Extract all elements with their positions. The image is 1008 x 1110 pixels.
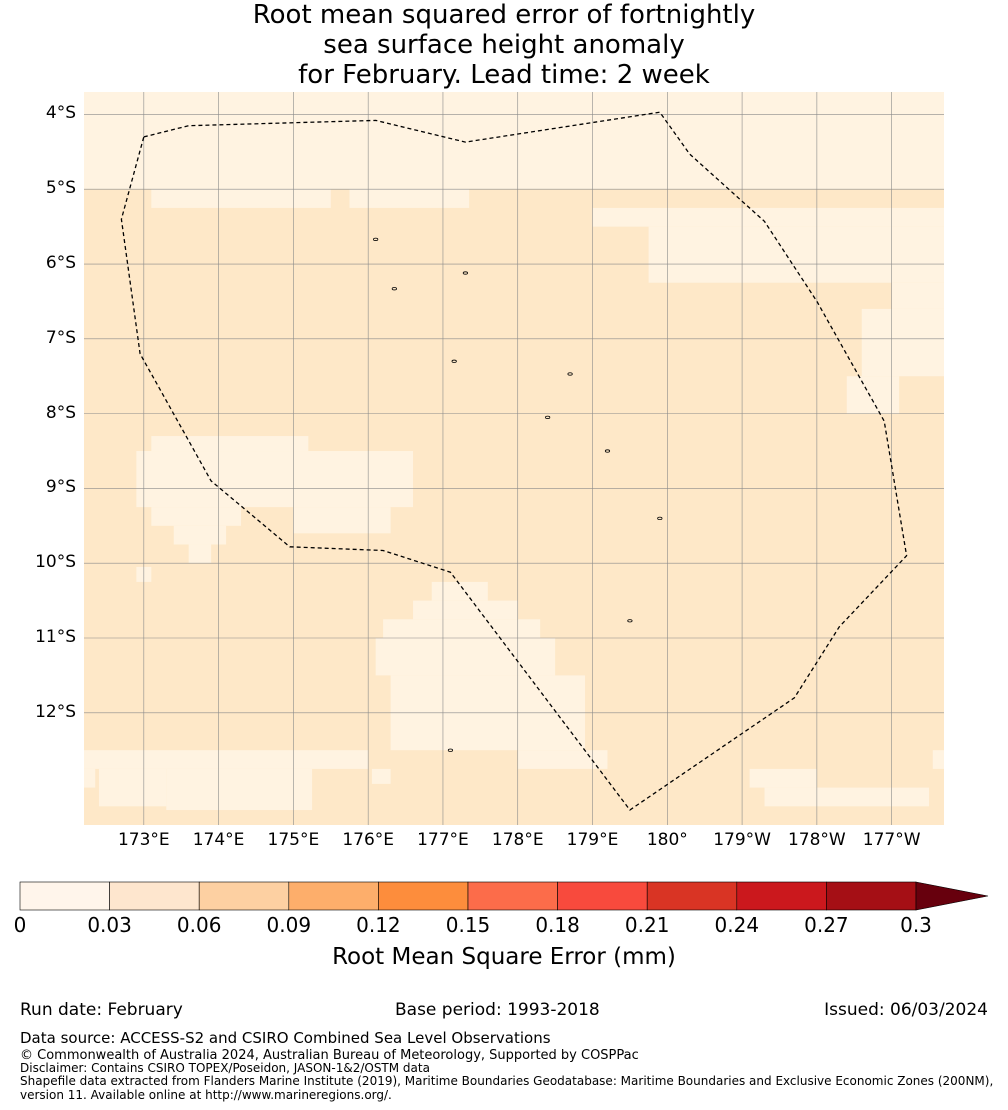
colorbar-segment	[19, 881, 110, 911]
lon-tick-label: 174°E	[192, 830, 245, 850]
lat-tick-label: 7°S	[45, 327, 76, 348]
colorbar-segment	[288, 881, 379, 911]
lon-tick-label: 176°E	[342, 830, 395, 850]
rmse-region-low	[383, 619, 541, 639]
lat-tick-label: 11°S	[35, 627, 76, 647]
lat-tick-label: 8°S	[45, 402, 76, 423]
island	[604, 449, 611, 453]
colorbar-tick: 0.3	[900, 913, 932, 937]
copyright: © Commonwealth of Australia 2024, Austra…	[20, 1048, 639, 1063]
colorbar-tick: 0.06	[176, 913, 222, 937]
colorbar-tick: 0.03	[87, 913, 132, 937]
issued-date: Issued: 06/03/2024	[824, 1000, 988, 1020]
lat-tick-label: 10°S	[35, 552, 76, 573]
run-date: Run date: February	[20, 1000, 183, 1020]
colorbar-segment	[198, 881, 290, 911]
graticule	[84, 92, 944, 825]
rmse-region-low	[151, 436, 309, 452]
shapefile-credit-1: Shapefile data extracted from Flanders M…	[20, 1074, 994, 1088]
colorbar-tick: 0.12	[356, 913, 401, 937]
rmse-region-low	[749, 768, 817, 788]
colorbar-label: Root Mean Square Error (mm)	[332, 944, 676, 970]
rmse-region-low	[173, 525, 227, 545]
island	[627, 619, 633, 623]
colorbar-tick: 0.18	[535, 913, 580, 937]
lat-tick-label: 9°S	[45, 477, 76, 498]
lon-tick-label: 177°E	[417, 830, 469, 850]
lon-tick-label: 175°E	[267, 830, 320, 850]
rmse-region-low	[932, 750, 944, 769]
rmse-region-low	[648, 226, 944, 283]
colorbar-tick: 0.09	[266, 913, 312, 937]
island	[447, 748, 454, 752]
colorbar-tick: 0.27	[804, 913, 849, 937]
title-line-1: Root mean squared error of fortnightly	[252, 0, 756, 30]
lon-tick-label: 177°W	[862, 830, 921, 850]
rmse-region-low	[151, 189, 331, 208]
colorbar-segment	[109, 881, 200, 911]
eez-boundary	[120, 111, 908, 811]
rmse-region-low	[98, 768, 167, 807]
lon-tick-label: 180°	[646, 830, 688, 850]
data-source: Data source: ACCESS-S2 and CSIRO Combine…	[20, 1029, 551, 1047]
colorbar-tick: 0	[13, 913, 27, 937]
rmse-region-low	[371, 768, 391, 784]
island	[567, 372, 573, 376]
island	[391, 287, 397, 291]
rmse-region-low	[413, 600, 518, 620]
rmse-region-low	[846, 376, 900, 414]
shapefile-credit-2: version 11. Available online at http://w…	[20, 1088, 392, 1102]
colorbar-tick: 0.21	[624, 913, 670, 937]
rmse-region-low	[764, 787, 930, 807]
lon-tick-label: 173°E	[117, 830, 170, 850]
lon-tick-label: 178°E	[491, 830, 544, 850]
chart-title: Root mean squared error of fortnightly s…	[0, 0, 1008, 90]
colorbar-extend-arrow	[915, 881, 989, 911]
colorbar	[19, 881, 989, 911]
colorbar-segment	[646, 881, 738, 911]
rmse-field	[84, 92, 944, 826]
lat-tick-label: 6°S	[45, 253, 76, 274]
island	[451, 359, 457, 363]
lon-tick-label: 179°E	[566, 830, 619, 850]
rmse-region-low	[84, 92, 944, 190]
rmse-region-low	[592, 207, 944, 227]
disclaimer: Disclaimer: Contains CSIRO TOPEX/Poseido…	[20, 1061, 430, 1075]
colorbar-tick: 0.15	[445, 913, 491, 937]
colorbar-segment	[467, 881, 558, 911]
lat-tick-label: 5°S	[45, 178, 76, 199]
colorbar-segment	[378, 881, 469, 911]
base-period: Base period: 1993-2018	[395, 1000, 600, 1020]
rmse-region-low	[151, 507, 242, 526]
rmse-region-low	[375, 638, 556, 676]
title-line-2: sea surface height anomaly	[323, 30, 685, 60]
colorbar-segment	[826, 881, 917, 911]
rmse-region-low	[166, 768, 313, 811]
rmse-region-low	[891, 282, 944, 309]
rmse-region-low	[861, 308, 944, 377]
lat-tick-label: 12°S	[35, 701, 76, 722]
rmse-region-low	[84, 768, 96, 788]
rmse-region-low	[349, 189, 470, 208]
colorbar-segment	[736, 881, 827, 911]
rmse-region-low	[84, 750, 369, 769]
rmse-region-low	[293, 507, 391, 534]
island	[657, 516, 663, 520]
colorbar-segment	[557, 881, 648, 911]
map-canvas	[19, 92, 989, 911]
island	[545, 415, 551, 419]
lat-tick-label: 4°S	[45, 103, 76, 124]
colorbar-tick: 0.24	[714, 913, 760, 937]
island	[373, 237, 379, 241]
rmse-region-low	[517, 750, 608, 769]
islands	[373, 237, 663, 752]
rmse-region-low	[431, 581, 488, 601]
island	[462, 271, 468, 275]
title-line-3: for February. Lead time: 2 week	[298, 60, 710, 90]
lon-tick-label: 178°W	[787, 830, 846, 850]
lon-tick-label: 179°W	[713, 830, 771, 850]
rmse-region-low	[188, 544, 212, 564]
rmse-region-low	[136, 451, 414, 508]
